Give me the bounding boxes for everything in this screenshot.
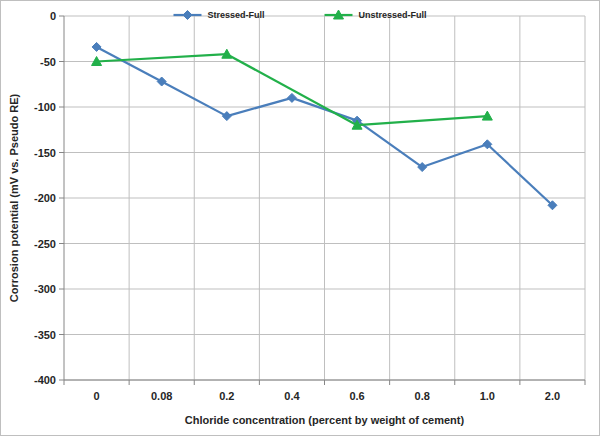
x-tick [129,380,130,385]
y-tick [59,107,64,108]
y-tick-label: -150 [34,147,56,159]
line-segment [487,144,552,205]
marker [287,93,296,102]
x-tick-label: 0 [94,390,100,402]
y-tick [59,334,64,335]
grid-line-vertical [129,16,130,380]
chart-border [1,1,600,436]
y-tick [59,289,64,290]
line-segment [97,47,162,82]
x-tick-label: 0.8 [415,390,430,402]
x-tick-label: 0.6 [349,390,364,402]
legend-marker [183,11,192,20]
line-segment [227,98,292,116]
marker [548,201,557,210]
y-tick-label: -300 [34,283,56,295]
grid-line-vertical [194,16,195,380]
y-axis-title: Corrosion potential (mV vs. Pseudo RE) [8,93,20,302]
marker [157,77,166,86]
legend-marker [334,10,344,19]
y-tick [59,61,64,62]
x-tick-label: 0.2 [219,390,234,402]
x-tick-label: 1.0 [480,390,495,402]
x-tick [194,380,195,385]
y-tick-label: -350 [34,329,56,341]
marker [483,140,492,149]
line-segment [422,144,487,167]
marker [92,42,101,51]
marker [222,112,231,121]
grid-line-vertical [454,16,455,380]
x-tick [519,380,520,385]
chart-container: -400 -350 -300 -250 -200 -150 -100 -50 0 0 0.08 0.2… [0,0,600,436]
marker [482,111,492,120]
marker [222,49,232,58]
line-segment [357,121,422,167]
legend-label: Unstressed-Full [359,10,427,20]
y-tick-label: -400 [34,374,56,386]
x-tick-label: 0.08 [151,390,172,402]
y-tick-label: -250 [34,238,56,250]
chart: -400 -350 -300 -250 -200 -150 -100 -50 0 0 0.08 0.2… [0,0,600,436]
y-tick [59,243,64,244]
line-segment [162,82,227,117]
line-segment [227,54,357,125]
y-tick-label: -200 [34,192,56,204]
series [92,42,557,209]
line-segment [97,54,227,61]
x-tick [454,380,455,385]
x-tick [259,380,260,385]
grid-line-vertical [585,16,586,380]
legend-label: Stressed-Full [207,10,264,20]
y-tick [59,198,64,199]
marker [418,163,427,172]
grid-line-vertical [519,16,520,380]
x-tick-label: 0.4 [284,390,300,402]
grid-line-vertical [324,16,325,380]
x-axis-title: Chloride concentration (percent by weigh… [185,414,465,426]
x-tick [585,380,586,385]
line-segment [357,116,487,125]
x-tick-label: 2.0 [545,390,560,402]
legend: Stressed-Full Unstressed-Full [173,10,426,20]
marker [92,57,102,66]
y-tick [59,380,64,381]
series [92,49,493,129]
marker [352,120,362,129]
y-tick-label: -50 [40,56,56,68]
grid-line-vertical [389,16,390,380]
x-tick [324,380,325,385]
plot-area [92,42,557,209]
y-tick [59,152,64,153]
x-tick [64,380,65,385]
y-tick [59,16,64,17]
y-tick-label: -100 [34,101,56,113]
x-tick [389,380,390,385]
y-tick-label: 0 [50,10,56,22]
line-segment [292,98,357,121]
